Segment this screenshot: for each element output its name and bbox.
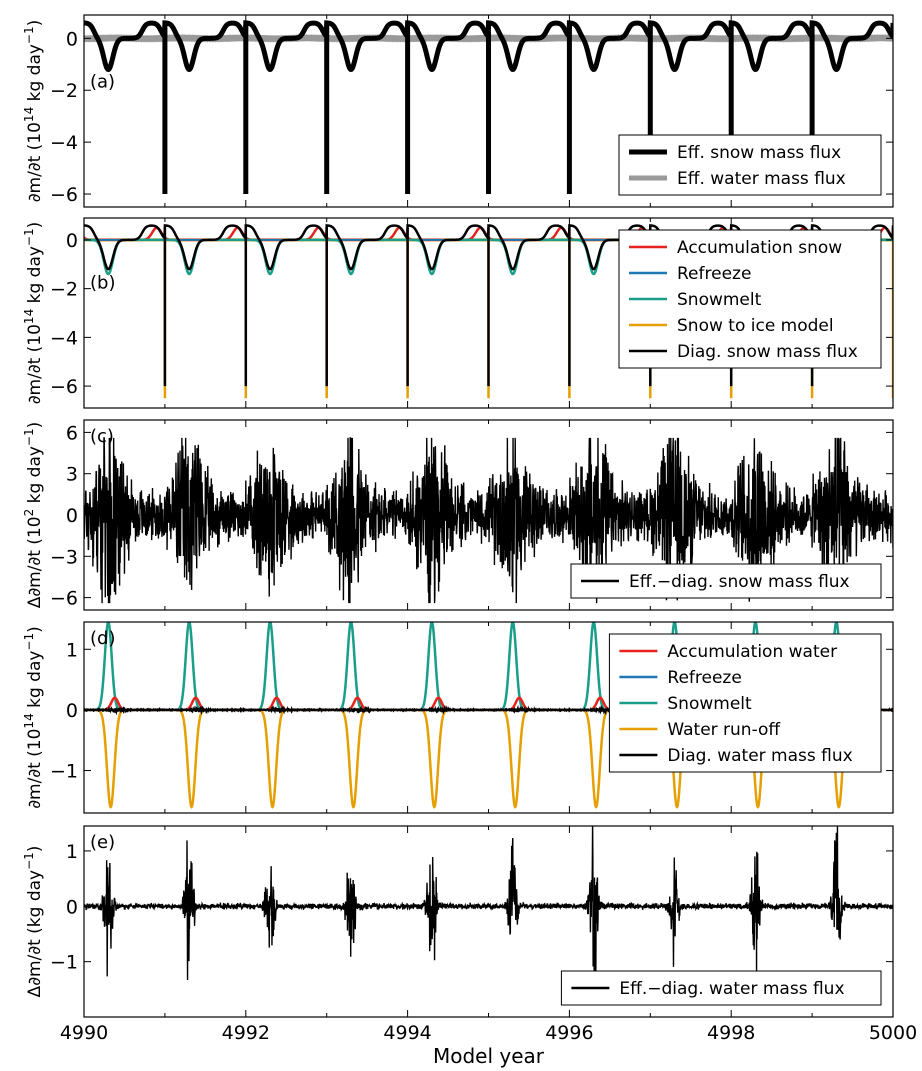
y-axis-label-part: ) [25, 626, 45, 633]
y-axis-label-part: ∂m/∂t [25, 757, 45, 809]
y-axis-label-part: ∂m/∂t [25, 150, 45, 202]
xtick-label: 4996 [545, 1022, 593, 1044]
ytick-label: 0 [66, 28, 78, 50]
legend-box [618, 134, 882, 196]
series-eff-diag-water [84, 826, 893, 981]
ytick-label: 1 [66, 841, 78, 863]
panel-label: (b) [90, 273, 115, 294]
plot-area [84, 826, 893, 981]
y-axis-label-part: kg day [25, 246, 45, 309]
panel-label: (e) [90, 832, 115, 853]
y-axis-label-part: (10 [25, 122, 45, 150]
legend-entry: Snowmelt [667, 694, 752, 714]
y-axis-label: ∂m/∂t (1014 kg day−1) [22, 20, 45, 203]
panel-label: (c) [90, 426, 114, 447]
ytick-label: 0 [66, 230, 78, 252]
legend-entry: Eff.−diag. snow mass flux [629, 572, 850, 592]
y-axis-label-part: ) [25, 422, 45, 429]
ytick-label: −4 [50, 327, 78, 349]
xtick-label: 5000 [869, 1022, 917, 1044]
legend-entry: Refreeze [667, 668, 741, 688]
ytick-label: 0 [66, 505, 78, 527]
ytick-label: 3 [66, 464, 78, 486]
y-axis-label-part: ) [25, 222, 45, 229]
y-axis-label-part: (10 [25, 324, 45, 352]
y-axis-label-part: Δ [25, 985, 45, 997]
ytick-label: −2 [50, 80, 78, 102]
series-eff-snow [84, 20, 893, 73]
y-axis-label-part: −1 [22, 633, 36, 651]
legend-entry: Eff. water mass flux [677, 169, 846, 189]
panel-c: 6 3 0 −3 −6 (c) Δ∂m/∂t (102 kg day−1) Eff.−diag… [22, 419, 894, 611]
panel-b: 0 −2 −4 −6 (b) ∂m/∂t (1014 kg day−1) Accumulat… [22, 217, 894, 409]
y-axis-label-part: 14 [22, 309, 36, 324]
y-axis-label-part: −1 [22, 428, 36, 446]
legend-entry: Snowmelt [677, 290, 762, 310]
legend-entry: Accumulation water [667, 642, 837, 662]
ytick-label: 1 [66, 639, 78, 661]
plot-area [84, 20, 893, 195]
panel-label: (d) [90, 628, 115, 649]
y-axis-label-part: ) [25, 846, 45, 853]
xtick-label: 4998 [707, 1022, 755, 1044]
y-axis-label-part: −1 [22, 26, 36, 44]
y-axis-label-part: Δ [25, 596, 45, 608]
y-axis-label-part: −1 [22, 852, 36, 870]
y-axis-label-part: kg day [25, 651, 45, 714]
panel-e: 1 0 −1 (e) Δ∂m/∂t (kg day−1) Eff.−diag. water… [22, 825, 917, 1068]
panel-d: 10−1(d)∂m/∂t (1014 kg day−1)Accumulation… [22, 621, 894, 814]
legend-entry: Diag. snow mass flux [677, 342, 858, 362]
ytick-label: −6 [50, 588, 78, 610]
ytick-label: −6 [50, 184, 78, 206]
legend: Eff.−diag. snow mass flux [570, 563, 882, 599]
ytick-label: −2 [50, 279, 78, 301]
xtick-label: 4992 [222, 1022, 270, 1044]
legend-entry: Diag. water mass flux [667, 746, 852, 766]
y-axis-label-part: kg day [25, 446, 45, 509]
y-axis-label-part: (10 [25, 516, 45, 544]
y-axis-label-part: 2 [22, 509, 36, 517]
ytick-label: 0 [66, 700, 78, 722]
xtick-label: 4990 [60, 1022, 108, 1044]
legend-entry: Refreeze [677, 264, 751, 284]
legend-box [560, 970, 882, 1006]
y-axis-label-part: ∂m/∂t [25, 352, 45, 404]
y-axis-label-part: 14 [22, 107, 36, 122]
ytick-label: −6 [50, 376, 78, 398]
legend: Eff. snow mass flux Eff. water mass flux [618, 134, 882, 196]
ytick-label: −1 [50, 761, 78, 783]
panel-label: (a) [90, 72, 115, 93]
legend-entry: Snow to ice model [677, 316, 834, 336]
ytick-label: −4 [50, 132, 78, 154]
y-axis-label-part: ∂m/∂t [25, 545, 45, 597]
legend-box [570, 563, 882, 599]
y-axis-label: Δ∂m/∂t (kg day−1) [22, 846, 45, 998]
y-axis-label-part: kg day [25, 44, 45, 107]
ytick-label: −3 [50, 546, 78, 568]
x-axis-label: Model year [433, 1044, 545, 1068]
y-axis-label-part: ∂m/∂t [25, 934, 45, 986]
y-axis-label-part: ) [25, 20, 45, 27]
y-axis-label: Δ∂m/∂t (102 kg day−1) [22, 422, 45, 609]
legend-entry: Eff.−diag. water mass flux [619, 979, 844, 999]
ytick-label: 6 [66, 422, 78, 444]
y-axis-label-part: (kg day [25, 870, 45, 934]
xtick-label: 4994 [383, 1022, 431, 1044]
legend-entry: Accumulation snow [677, 238, 842, 258]
legend: Accumulation snow Refreeze Snowmelt Snow to… [618, 229, 882, 369]
legend-entry: Water run-off [667, 720, 781, 740]
y-axis-label-part: (10 [25, 729, 45, 757]
y-axis-label: ∂m/∂t (1014 kg day−1) [22, 626, 45, 809]
legend-entry: Eff. snow mass flux [677, 143, 841, 163]
legend: Accumulation water Refreeze Snowmelt Water … [608, 633, 882, 773]
y-axis-label: ∂m/∂t (1014 kg day−1) [22, 222, 45, 405]
ytick-label: 0 [66, 896, 78, 918]
legend: Eff.−diag. water mass flux [560, 970, 882, 1006]
ytick-label: −1 [50, 952, 78, 974]
y-axis-label-part: −1 [22, 228, 36, 246]
y-axis-label-part: 14 [22, 713, 36, 728]
panel-a: 0 −2 −4 −6 (a) ∂m/∂t (1014 kg day−1) Eff. snow… [22, 14, 894, 208]
